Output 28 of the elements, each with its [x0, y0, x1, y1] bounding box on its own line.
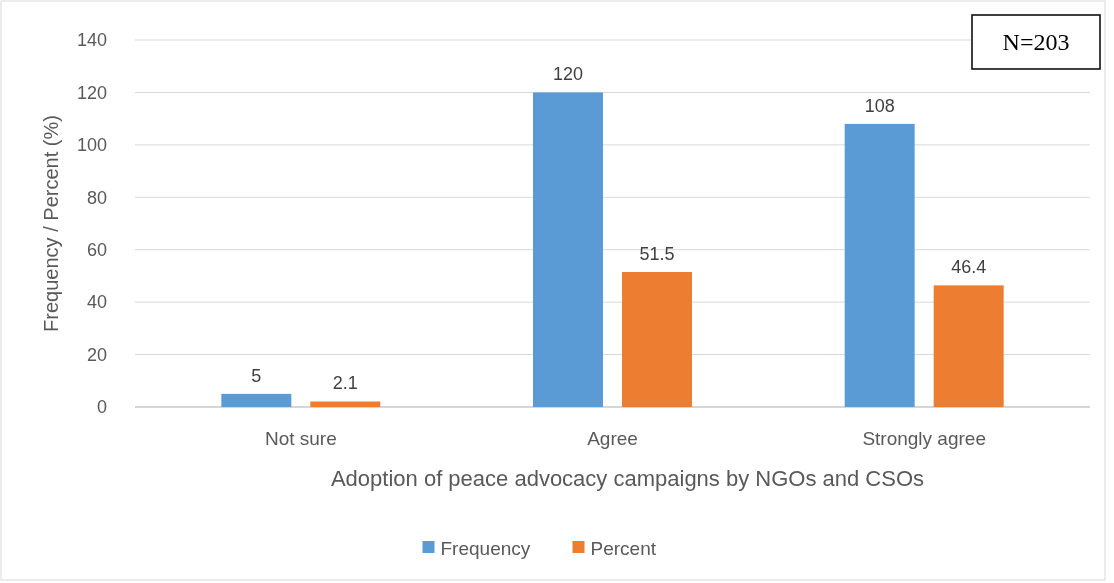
x-tick-label: Not sure — [264, 428, 337, 449]
y-tick-label: 80 — [86, 187, 107, 208]
legend-label: Percent — [590, 537, 657, 559]
y-tick-label: 140 — [76, 30, 107, 51]
data-label: 46.4 — [951, 257, 987, 278]
bar — [933, 285, 1004, 407]
x-tick-label: Agree — [587, 428, 638, 449]
data-label: 2.1 — [332, 373, 358, 394]
x-tick-label: Strongly agree — [862, 428, 986, 449]
y-tick-label: 120 — [76, 82, 107, 103]
y-tick-label: 100 — [76, 135, 107, 156]
legend-label: Frequency — [440, 537, 531, 559]
x-axis-title: Adoption of peace advocacy campaigns by NGOs and CSOs — [330, 466, 925, 491]
y-tick-label: 20 — [86, 344, 107, 365]
bar — [533, 92, 603, 407]
bar — [221, 393, 292, 407]
y-tick-label: 60 — [86, 240, 107, 261]
y-axis-title: Frequency / Percent (%) — [40, 115, 62, 332]
annotation: N=203 — [1002, 29, 1070, 56]
y-tick-label: 40 — [86, 292, 107, 313]
data-label: 120 — [552, 64, 584, 85]
data-label: 108 — [864, 95, 895, 116]
y-tick-label: 0 — [96, 397, 107, 418]
data-label: 51.5 — [639, 244, 675, 264]
bar — [310, 401, 381, 407]
bar — [844, 123, 915, 407]
bar — [622, 272, 692, 407]
data-label: 5 — [251, 365, 262, 386]
